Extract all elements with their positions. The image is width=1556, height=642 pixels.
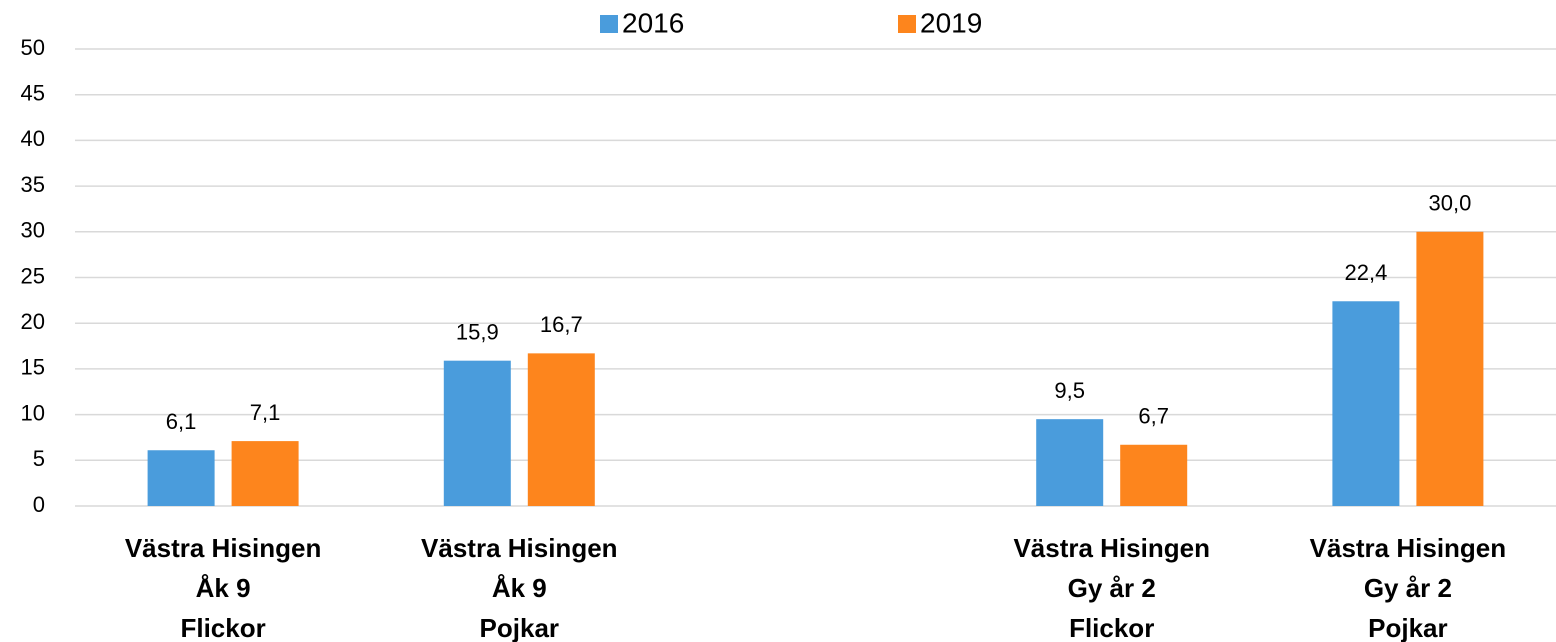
y-tick-label: 20 bbox=[21, 309, 45, 334]
y-tick-label: 45 bbox=[21, 81, 45, 106]
value-label: 15,9 bbox=[456, 319, 499, 344]
value-label: 16,7 bbox=[540, 312, 583, 337]
value-label: 9,5 bbox=[1054, 378, 1085, 403]
value-label: 6,1 bbox=[166, 409, 197, 434]
value-label: 22,4 bbox=[1344, 260, 1387, 285]
bar bbox=[1036, 419, 1104, 506]
x-tick-label: Västra Hisingen Åk 9 Flickor bbox=[125, 533, 322, 642]
bar bbox=[527, 353, 595, 506]
x-tick-label: Västra Hisingen Gy år 2 Flickor bbox=[1013, 533, 1210, 642]
value-label: 7,1 bbox=[250, 400, 281, 425]
y-tick-label: 10 bbox=[21, 400, 45, 425]
legend-label: 2016 bbox=[622, 7, 684, 38]
bar bbox=[1416, 231, 1484, 507]
y-tick-label: 50 bbox=[21, 35, 45, 60]
value-label: 6,7 bbox=[1138, 404, 1169, 429]
bar bbox=[147, 450, 215, 506]
x-tick-label: Västra Hisingen Gy år 2 Pojkar bbox=[1310, 533, 1507, 642]
legend-swatch bbox=[898, 15, 916, 33]
bar bbox=[231, 441, 299, 506]
y-tick-label: 40 bbox=[21, 126, 45, 151]
x-tick-label: Västra Hisingen Åk 9 Pojkar bbox=[421, 533, 618, 642]
value-label: 30,0 bbox=[1428, 191, 1471, 216]
bar bbox=[443, 360, 511, 506]
legend-label: 2019 bbox=[920, 7, 982, 38]
bar bbox=[1332, 301, 1400, 506]
y-tick-label: 0 bbox=[33, 492, 45, 517]
legend-swatch bbox=[600, 15, 618, 33]
y-tick-label: 5 bbox=[33, 446, 45, 471]
y-tick-label: 30 bbox=[21, 218, 45, 243]
y-tick-label: 15 bbox=[21, 355, 45, 380]
bar bbox=[1120, 444, 1188, 506]
y-tick-label: 35 bbox=[21, 172, 45, 197]
y-tick-label: 25 bbox=[21, 263, 45, 288]
